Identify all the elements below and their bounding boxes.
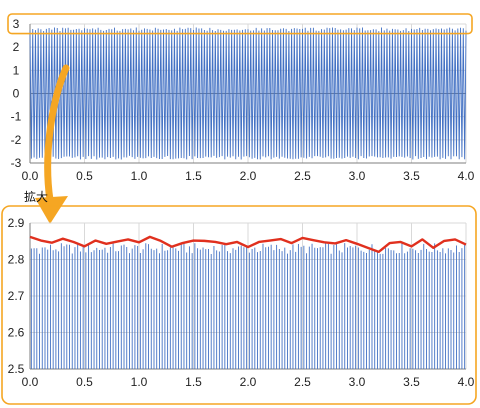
bottom-x-tick-8: 4.0: [458, 375, 475, 389]
bottom-y-tick-1: 2.8: [8, 253, 25, 267]
top-y-tick-3: 0: [13, 87, 20, 101]
top-signal-series: [29, 27, 467, 160]
top-y-tick-4: -1: [11, 110, 22, 124]
top-x-tick-6: 3.0: [349, 169, 366, 183]
bottom-y-tick-0: 2.9: [8, 216, 25, 230]
zoom-label: 拡大: [24, 190, 48, 204]
bottom-signal-series: [30, 243, 466, 369]
top-y-tick-2: 1: [13, 63, 20, 77]
zoom-panel-frame: [1, 205, 477, 405]
bottom-x-tick-4: 2.0: [240, 375, 257, 389]
bottom-x-tick-6: 3.0: [349, 375, 366, 389]
top-x-tick-0: 0.0: [22, 169, 39, 183]
arrow-shaft: [44, 64, 70, 204]
zoom-arrow-icon: [35, 64, 70, 224]
top-x-tick-5: 2.5: [294, 169, 311, 183]
top-y-tick-6: -3: [11, 156, 22, 170]
arrow-head: [35, 196, 68, 224]
top-x-tick-2: 1.0: [131, 169, 148, 183]
top-x-tick-1: 0.5: [76, 169, 93, 183]
top-y-tick-0: 3: [13, 17, 20, 31]
top-chart: 0.0 0.5 1.0 1.5 2.0 2.5 3.0 3.5 4.0 3 2 1 0 -1 -2 -3: [7, 13, 475, 183]
bottom-x-tick-0: 0.0: [22, 375, 39, 389]
envelope-series: [29, 235, 467, 254]
top-x-tick-7: 3.5: [403, 169, 420, 183]
top-x-tick-4: 2.0: [240, 169, 257, 183]
top-y-tick-5: -2: [11, 133, 22, 147]
bottom-x-tick-5: 2.5: [294, 375, 311, 389]
top-x-tick-8: 4.0: [458, 169, 475, 183]
bottom-y-tick-4: 2.5: [8, 362, 25, 376]
bottom-y-tick-2: 2.7: [8, 289, 25, 303]
bottom-chart: 0.0 0.5 1.0 1.5 2.0 2.5 3.0 3.5 4.0 2.9 2.8 2.7 2.6 2…: [1, 205, 477, 405]
zoom-highlight-box: [7, 13, 473, 35]
bottom-x-tick-2: 1.0: [131, 375, 148, 389]
bottom-x-tick-3: 1.5: [185, 375, 202, 389]
bottom-x-tick-7: 3.5: [403, 375, 420, 389]
bottom-y-tick-3: 2.6: [8, 326, 25, 340]
top-y-tick-1: 2: [13, 40, 20, 54]
bottom-x-tick-1: 0.5: [76, 375, 93, 389]
top-x-tick-3: 1.5: [185, 169, 202, 183]
